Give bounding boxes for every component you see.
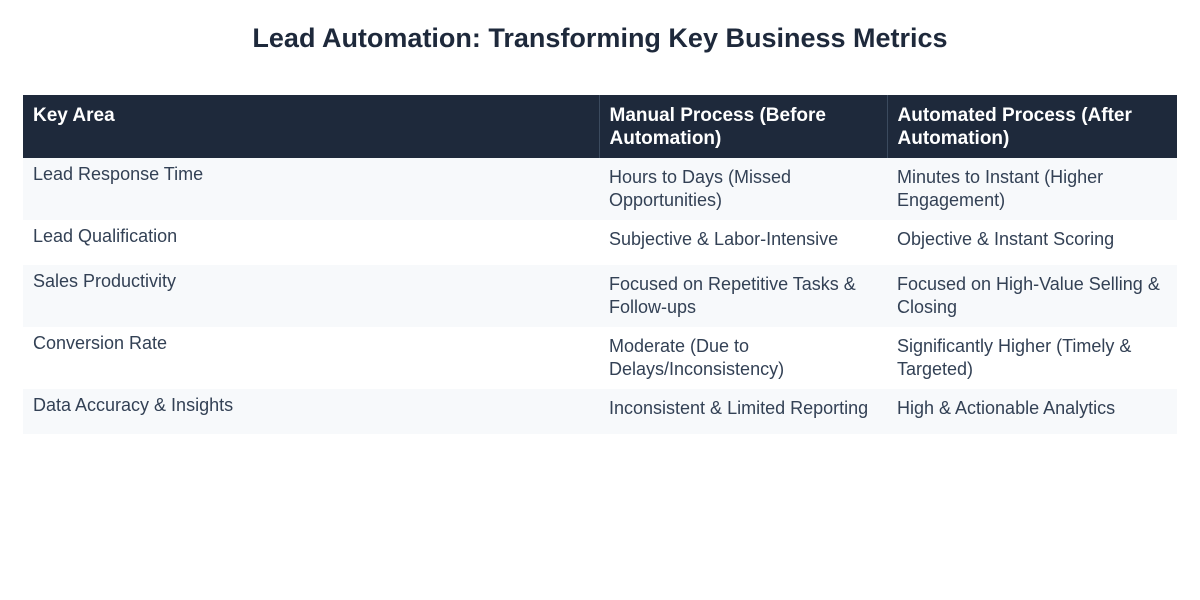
key-area-cell: Data Accuracy & Insights [33,395,234,415]
table-row: Lead Response Time Hours to Days (Missed… [23,158,1177,220]
manual-process-cell: Hours to Days (Missed Opportunities) [609,167,792,210]
key-area-cell: Sales Productivity [33,271,177,291]
table-body: Lead Response Time Hours to Days (Missed… [23,158,1177,434]
header-manual-process: Manual Process (Before Automation) [598,95,887,158]
manual-process-cell: Subjective & Labor-Intensive [609,229,839,249]
manual-process-cell: Focused on Repetitive Tasks & Follow-ups [609,274,856,317]
page-title: Lead Automation: Transforming Key Busine… [252,23,948,53]
key-area-cell: Lead Response Time [33,164,204,184]
header-automated-process: Automated Process (After Automation) [886,95,1177,158]
manual-process-cell: Inconsistent & Limited Reporting [609,398,869,418]
table-row: Sales Productivity Focused on Repetitive… [23,265,1177,327]
table-row: Conversion Rate Moderate (Due to Delays/… [23,327,1177,389]
table-row: Data Accuracy & Insights Inconsistent & … [23,389,1177,434]
manual-process-cell: Moderate (Due to Delays/Inconsistency) [609,336,785,379]
automated-process-cell: High & Actionable Analytics [897,398,1116,418]
automated-process-cell: Focused on High-Value Selling & Closing [897,274,1160,317]
comparison-table: Key Area Manual Process (Before Automati… [23,95,1177,434]
header-row: Key Area Manual Process (Before Automati… [23,95,1177,158]
table-header: Key Area Manual Process (Before Automati… [23,95,1177,158]
automated-process-cell: Significantly Higher (Timely & Targeted) [897,336,1132,379]
comparison-table-container: Key Area Manual Process (Before Automati… [23,95,1177,434]
automated-process-cell: Minutes to Instant (Higher Engagement) [897,167,1104,210]
table-row: Lead Qualification Subjective & Labor-In… [23,220,1177,265]
automated-process-cell: Objective & Instant Scoring [897,229,1115,249]
key-area-cell: Lead Qualification [33,226,178,246]
key-area-cell: Conversion Rate [33,333,168,353]
header-key-area: Key Area [33,105,115,126]
